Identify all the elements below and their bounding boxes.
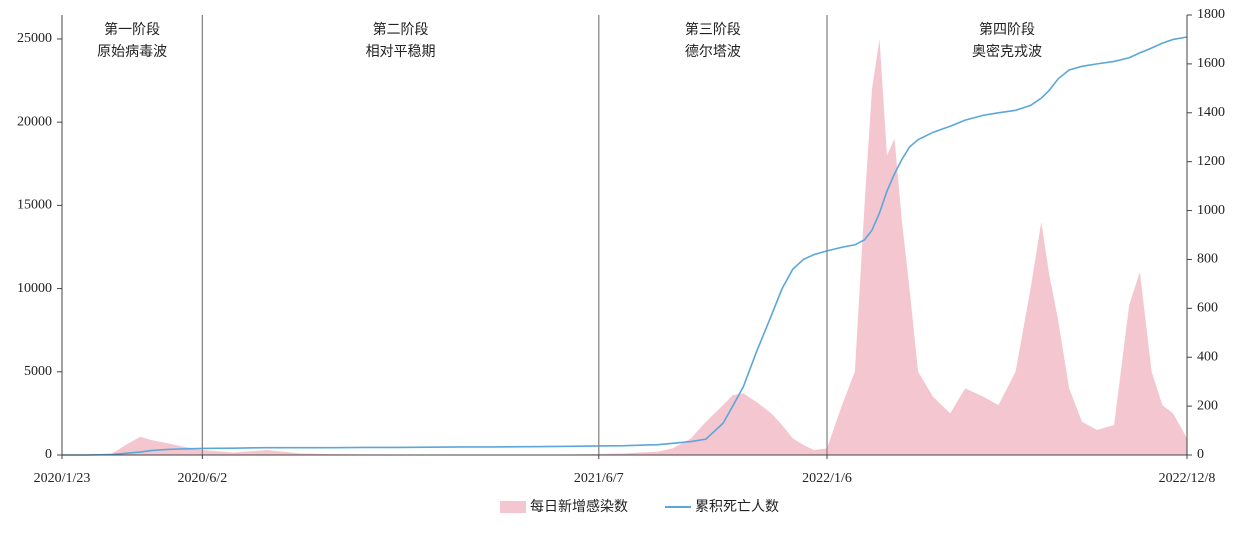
- phase-subtitle: 德尔塔波: [685, 44, 741, 60]
- phase-subtitle: 奥密克戎波: [972, 43, 1042, 60]
- y2-tick-label: 1600: [1197, 56, 1225, 71]
- x-tick-label: 2021/6/7: [574, 471, 624, 486]
- legend-swatch: [500, 501, 526, 513]
- phase-title: 第三阶段: [685, 21, 741, 38]
- y-tick-label: 20000: [17, 114, 52, 129]
- y-tick-label: 15000: [17, 198, 52, 213]
- y-tick-label: 5000: [24, 364, 52, 379]
- legend-label: 每日新增感染数: [530, 498, 628, 515]
- x-tick-label: 2022/1/6: [802, 471, 852, 486]
- y-tick-label: 25000: [17, 31, 52, 46]
- y2-tick-label: 200: [1197, 398, 1218, 413]
- y2-tick-label: 1000: [1197, 203, 1225, 218]
- x-tick-label: 2022/12/8: [1159, 471, 1216, 486]
- death-line: [62, 36, 1188, 456]
- y2-tick-label: 1200: [1197, 154, 1225, 169]
- y2-tick-label: 400: [1197, 349, 1218, 364]
- y-tick-label: 10000: [17, 281, 52, 296]
- phase-title: 第二阶段: [373, 21, 429, 38]
- y2-tick-label: 0: [1197, 447, 1204, 462]
- phase-title: 第一阶段: [104, 21, 160, 38]
- phase-title: 第四阶段: [979, 21, 1035, 38]
- y2-tick-label: 1800: [1197, 7, 1225, 22]
- y2-tick-label: 1400: [1197, 105, 1225, 120]
- y2-tick-label: 800: [1197, 252, 1218, 267]
- phase-subtitle: 相对平稳期: [366, 44, 436, 60]
- legend-label: 累积死亡人数: [695, 499, 779, 515]
- phase-subtitle: 原始病毒波: [97, 44, 167, 60]
- x-tick-label: 2020/6/2: [177, 471, 227, 486]
- x-tick-label: 2020/1/23: [34, 471, 91, 486]
- y-tick-label: 0: [45, 447, 52, 462]
- y2-tick-label: 600: [1197, 301, 1218, 316]
- infection-area: [62, 38, 1187, 456]
